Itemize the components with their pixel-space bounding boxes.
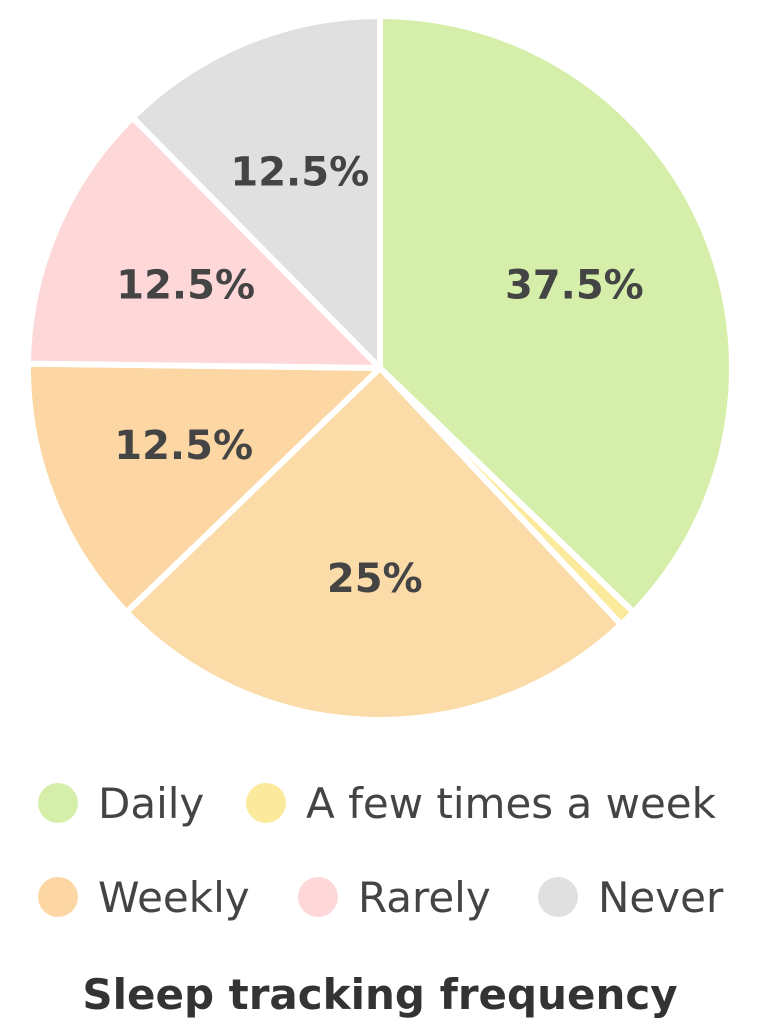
legend-item-rarely[interactable]: Rarely (298, 862, 491, 932)
slice-label-weekly-3: 12.5% (114, 423, 253, 469)
legend-swatch-weekly (38, 877, 78, 917)
slice-label-daily-0: 37.5% (505, 262, 644, 308)
legend-item-never[interactable]: Never (538, 862, 723, 932)
slice-label-weekly-2: 25% (327, 556, 423, 602)
legend-label-never: Never (598, 872, 724, 922)
slice-label-never-5: 12.5% (230, 150, 369, 196)
pie-slice-labels: 37.5% 25% 12.5% 12.5% 12.5% (114, 150, 643, 603)
legend-swatch-never (538, 877, 578, 917)
pie-chart: 37.5% 25% 12.5% 12.5% 12.5% (25, 13, 735, 723)
legend-swatch-a-few-times-a-week (246, 783, 286, 823)
pie-slice-daily-0[interactable] (377, 13, 735, 616)
pie-slices (25, 13, 735, 723)
legend-label-rarely: Rarely (358, 872, 491, 922)
pie-slice-rarely-4[interactable] (25, 114, 383, 371)
legend-label-weekly: Weekly (98, 872, 250, 922)
legend-swatch-daily (38, 783, 78, 823)
legend-label-daily: Daily (98, 778, 205, 828)
pie-slice-weekly-3[interactable] (25, 360, 383, 616)
legend-row-1: Daily A few times a week (0, 768, 760, 838)
legend-row-2: Weekly Rarely Never (0, 862, 760, 932)
legend-item-a-few-times-a-week[interactable]: A few times a week (246, 768, 716, 838)
legend-label-a-few-times-a-week: A few times a week (306, 778, 716, 828)
legend-item-daily[interactable]: Daily (38, 768, 204, 838)
legend-swatch-rarely (298, 877, 338, 917)
pie-slice-weekly-2[interactable] (123, 365, 625, 723)
slice-label-rarely-4: 12.5% (116, 262, 255, 308)
pie-slice-never-5[interactable] (129, 13, 383, 371)
legend-item-weekly[interactable]: Weekly (38, 862, 250, 932)
chart-title: Sleep tracking frequency (82, 970, 678, 1019)
